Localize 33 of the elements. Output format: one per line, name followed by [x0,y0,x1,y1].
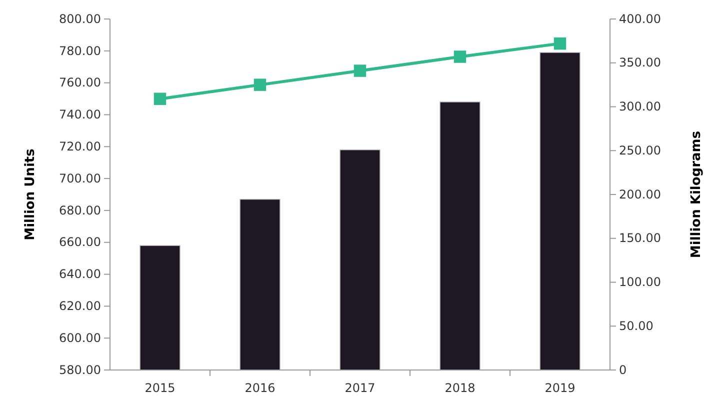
x-tick-label: 2016 [244,381,276,396]
x-tick-label: 2018 [444,381,476,396]
y-tick-label: 760.00 [59,76,101,90]
point [454,50,466,63]
point [554,37,566,50]
point [354,64,366,77]
y-tick-label: 700.00 [59,171,101,186]
y2-tick-label: 0 [619,362,627,377]
y2-tick-label: 100.00 [619,275,661,290]
y2-tick-label: 400.00 [619,12,661,26]
y2-tick-label: 150.00 [619,231,661,246]
y2-axis-title: Million Kilograms [689,130,704,258]
y-tick-label: 720.00 [59,139,101,154]
x-tick-label: 2017 [344,381,376,396]
y-tick-label: 740.00 [59,108,101,122]
y2-tick-label: 300.00 [619,100,661,114]
y-tick-label: 780.00 [59,44,101,58]
y2-tick-label: 350.00 [619,56,661,70]
y-axis-title: Million Units [23,148,38,240]
point [154,92,166,105]
y2-tick-label: 200.00 [619,187,661,202]
y-tick-label: 800.00 [59,12,101,26]
y-tick-label: 600.00 [59,330,101,345]
y-tick-label: 580.00 [59,362,101,377]
y-tick-label: 640.00 [59,267,101,282]
x-tick-label: 2019 [544,381,576,396]
y-tick-label: 660.00 [59,235,101,250]
x-tick-label: 2015 [144,381,176,396]
y2-tick-label: 250.00 [619,143,661,158]
y-tick-label: 680.00 [59,203,101,218]
y-tick-label: 620.00 [59,299,101,314]
point [254,78,266,91]
y2-tick-label: 50.00 [619,318,654,333]
